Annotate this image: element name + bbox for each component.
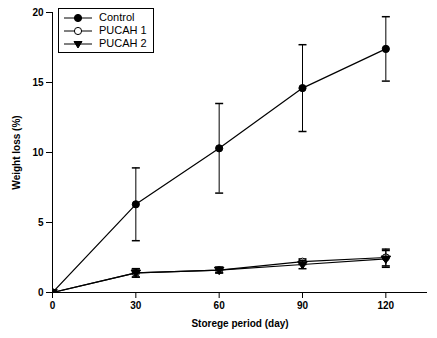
svg-text:15: 15: [32, 77, 44, 88]
html-text:PUCAH 1: PUCAH 1: [99, 24, 147, 36]
svg-text:0: 0: [50, 300, 56, 311]
svg-text:10: 10: [32, 147, 44, 158]
html-text:PUCAH 2: PUCAH 2: [99, 37, 147, 49]
svg-text:20: 20: [32, 7, 44, 18]
svg-text:Weight loss (%): Weight loss (%): [11, 115, 22, 189]
svg-text:Storege period (day): Storege period (day): [191, 318, 288, 329]
html-text:Control: Control: [99, 11, 135, 23]
svg-text:5: 5: [38, 217, 44, 228]
svg-text:60: 60: [214, 300, 226, 311]
svg-text:120: 120: [377, 300, 394, 311]
svg-text:30: 30: [130, 300, 142, 311]
svg-text:0: 0: [38, 287, 44, 298]
svg-text:90: 90: [297, 300, 309, 311]
